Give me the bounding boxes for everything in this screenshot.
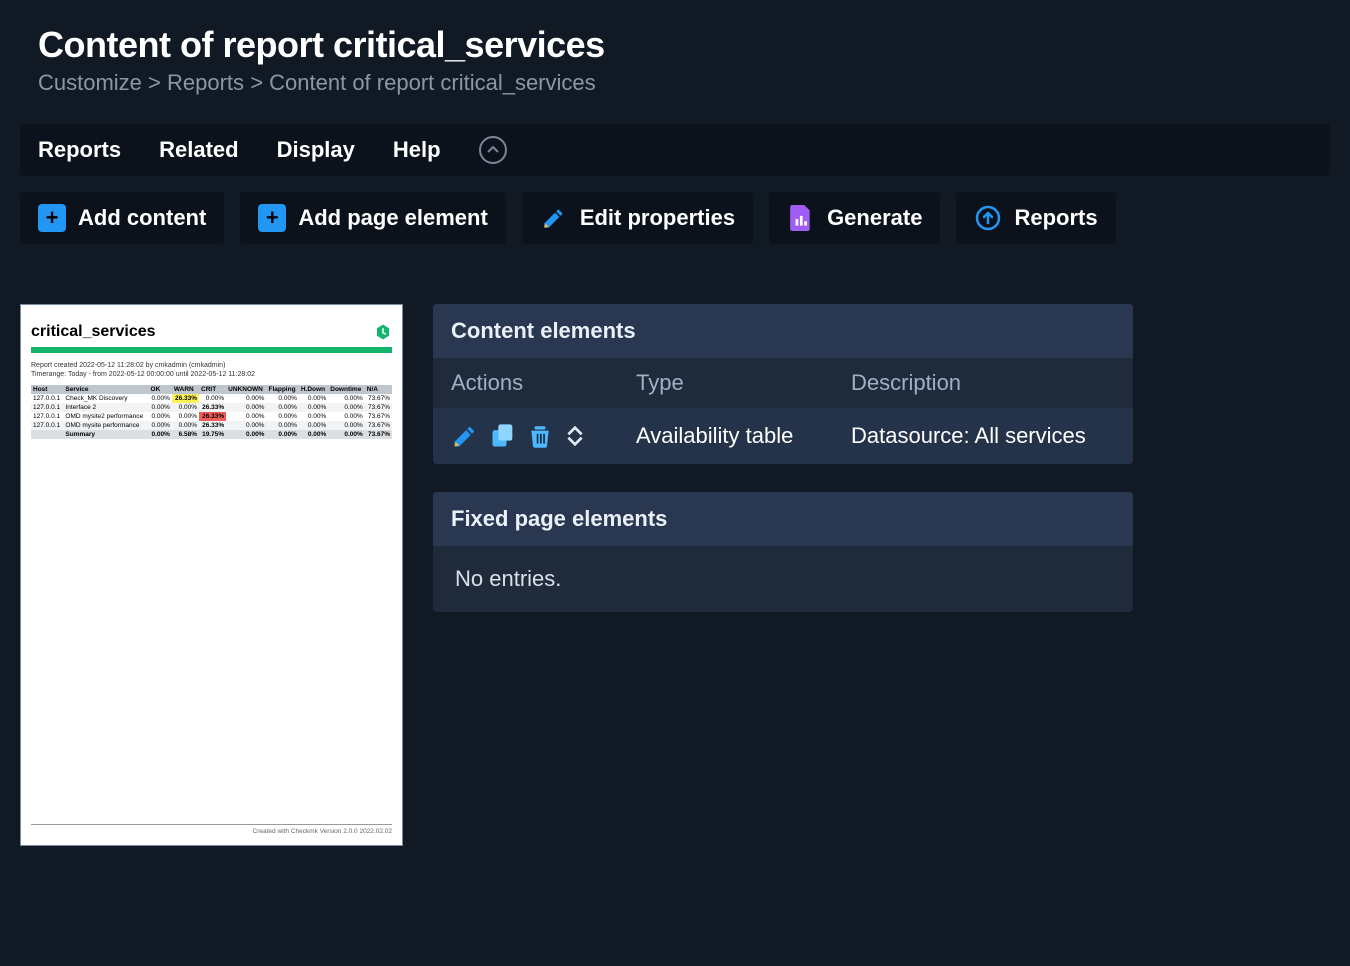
reports-button[interactable]: Reports [956,192,1115,244]
button-label: Generate [827,205,922,231]
menu-reports[interactable]: Reports [38,137,121,163]
toolbar: + Add content + Add page element Edit pr… [20,192,1330,244]
preview-meta-line: Report created 2022-05-12 11:28:02 by cm… [31,361,392,370]
breadcrumb-item[interactable]: Reports [167,70,244,95]
button-label: Edit properties [580,205,735,231]
edit-properties-button[interactable]: Edit properties [522,192,753,244]
add-content-button[interactable]: + Add content [20,192,224,244]
breadcrumb-item: Content of report critical_services [269,70,595,95]
content-element-row: Availability table Datasource: All servi… [433,408,1133,464]
fixed-page-elements-panel: Fixed page elements No entries. [433,492,1133,612]
col-header-actions: Actions [451,370,636,396]
col-header-description: Description [851,370,1115,396]
button-label: Reports [1014,205,1097,231]
button-label: Add content [78,205,206,231]
content-elements-panel: Content elements Actions Type Descriptio… [433,304,1133,464]
collapse-toggle-icon[interactable] [479,136,507,164]
checkmk-logo-icon [374,323,392,341]
breadcrumb-item[interactable]: Customize [38,70,142,95]
breadcrumb: Customize > Reports > Content of report … [38,70,1312,96]
menu-help[interactable]: Help [393,137,441,163]
reorder-handle-icon[interactable] [567,426,583,446]
panel-title: Content elements [433,304,1133,358]
panel-columns: Actions Type Description [433,358,1133,408]
clone-icon[interactable] [489,422,517,450]
col-header-type: Type [636,370,851,396]
menubar: Reports Related Display Help [20,124,1330,176]
empty-state-text: No entries. [433,546,1133,612]
panel-title: Fixed page elements [433,492,1133,546]
preview-meta-line: Timerange: Today - from 2022-05-12 00:00… [31,370,392,379]
element-description: Datasource: All services [851,423,1115,449]
button-label: Add page element [298,205,487,231]
report-preview[interactable]: critical_services Report created 2022-05… [20,304,403,846]
preview-accent-bar [31,347,392,353]
plus-icon: + [258,204,286,232]
preview-title: critical_services [31,323,156,341]
menu-display[interactable]: Display [277,137,355,163]
pencil-icon [540,204,568,232]
plus-icon: + [38,204,66,232]
element-type: Availability table [636,423,851,449]
upload-circle-icon [974,204,1002,232]
page-title: Content of report critical_services [38,24,1312,66]
add-page-element-button[interactable]: + Add page element [240,192,505,244]
delete-icon[interactable] [527,422,553,450]
edit-icon[interactable] [451,422,479,450]
menu-related[interactable]: Related [159,137,238,163]
generate-button[interactable]: Generate [769,192,940,244]
preview-table: HostServiceOKWARNCRITUNKNOWNFlappingH.Do… [31,385,392,439]
preview-footer: Created with Checkmk Version 2.0.0 2022.… [31,824,392,835]
document-chart-icon [787,204,815,232]
